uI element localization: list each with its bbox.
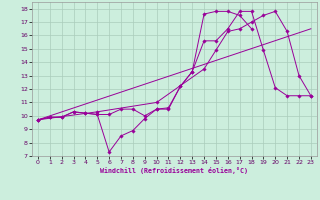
X-axis label: Windchill (Refroidissement éolien,°C): Windchill (Refroidissement éolien,°C) (100, 167, 248, 174)
